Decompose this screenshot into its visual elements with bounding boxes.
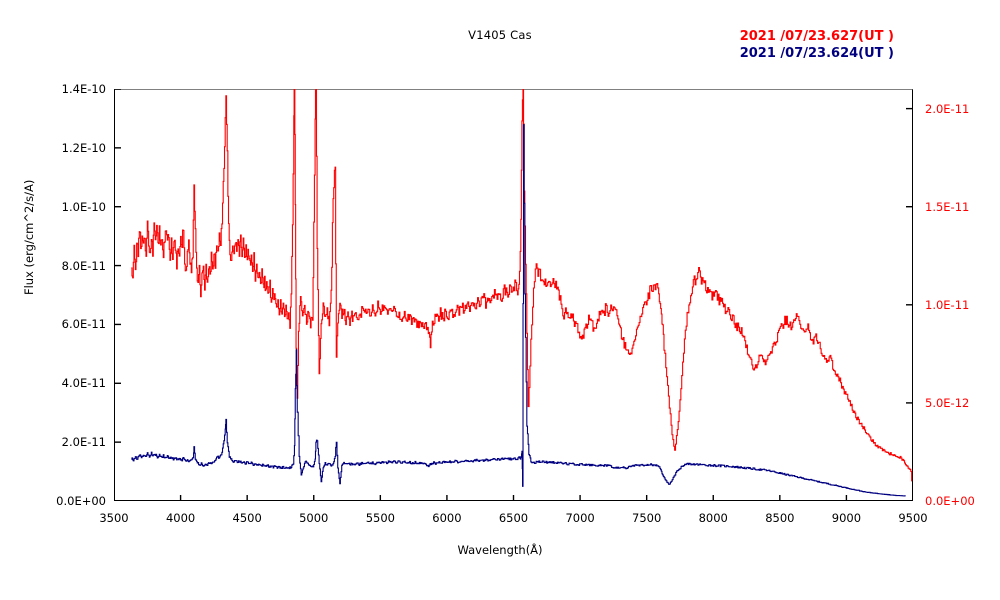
y-right-tick-label: 2.0E-11 (925, 101, 970, 116)
x-tick-label: 9000 (831, 511, 862, 525)
x-tick-label: 5500 (365, 511, 395, 525)
y-left-tick-label: 4.0E-11 (61, 376, 106, 391)
x-tick-label: 4000 (165, 511, 196, 525)
legend-item-blue: 2021 /07/23.624(UT ) (739, 46, 894, 61)
y-left-tick-label: 1.0E-10 (61, 199, 106, 214)
x-tick-label: 7000 (565, 511, 595, 525)
x-tick-label: 6500 (498, 511, 529, 525)
legend-item-red: 2021 /07/23.627(UT ) (739, 29, 894, 44)
y-axis-title: Flux (erg/cm^2/s/A) (22, 179, 36, 295)
y-left-tick-label: 2.0E-11 (61, 435, 106, 450)
y-left-tick-label: 6.0E-11 (61, 317, 106, 332)
legend: 2021 /07/23.627(UT ) 2021 /07/23.624(UT … (740, 28, 894, 62)
page-title: V1405 Cas (468, 28, 532, 42)
y-right-tick-label: 1.0E-11 (925, 297, 970, 312)
x-tick-label: 4500 (232, 511, 262, 525)
x-tick-label: 7500 (632, 511, 662, 525)
y-right-tick-label: 5.0E-12 (925, 395, 970, 410)
y-left-tick-label: 8.0E-11 (61, 258, 106, 273)
x-tick-label: 8500 (765, 511, 795, 525)
x-tick-label: 9500 (898, 511, 928, 525)
y-right-tick-label: 0.0E+00 (925, 494, 975, 508)
x-tick-label: 3500 (99, 511, 129, 525)
plot-area (114, 89, 913, 501)
x-tick-label: 8000 (698, 511, 728, 525)
x-axis-title: Wavelength(Å) (457, 543, 543, 557)
plot-frame (114, 89, 913, 501)
spectrum-line (131, 124, 906, 497)
x-tick-label: 5000 (299, 511, 329, 525)
y-left-tick-label: 1.2E-10 (61, 140, 106, 155)
y-left-tick-label: 0.0E+00 (56, 494, 106, 508)
x-tick-label: 6000 (432, 511, 462, 525)
spectrum-svg (114, 89, 913, 501)
y-left-tick-label: 1.4E-10 (61, 82, 106, 96)
spectrum-line (131, 89, 913, 482)
y-right-tick-label: 1.5E-11 (925, 199, 970, 214)
